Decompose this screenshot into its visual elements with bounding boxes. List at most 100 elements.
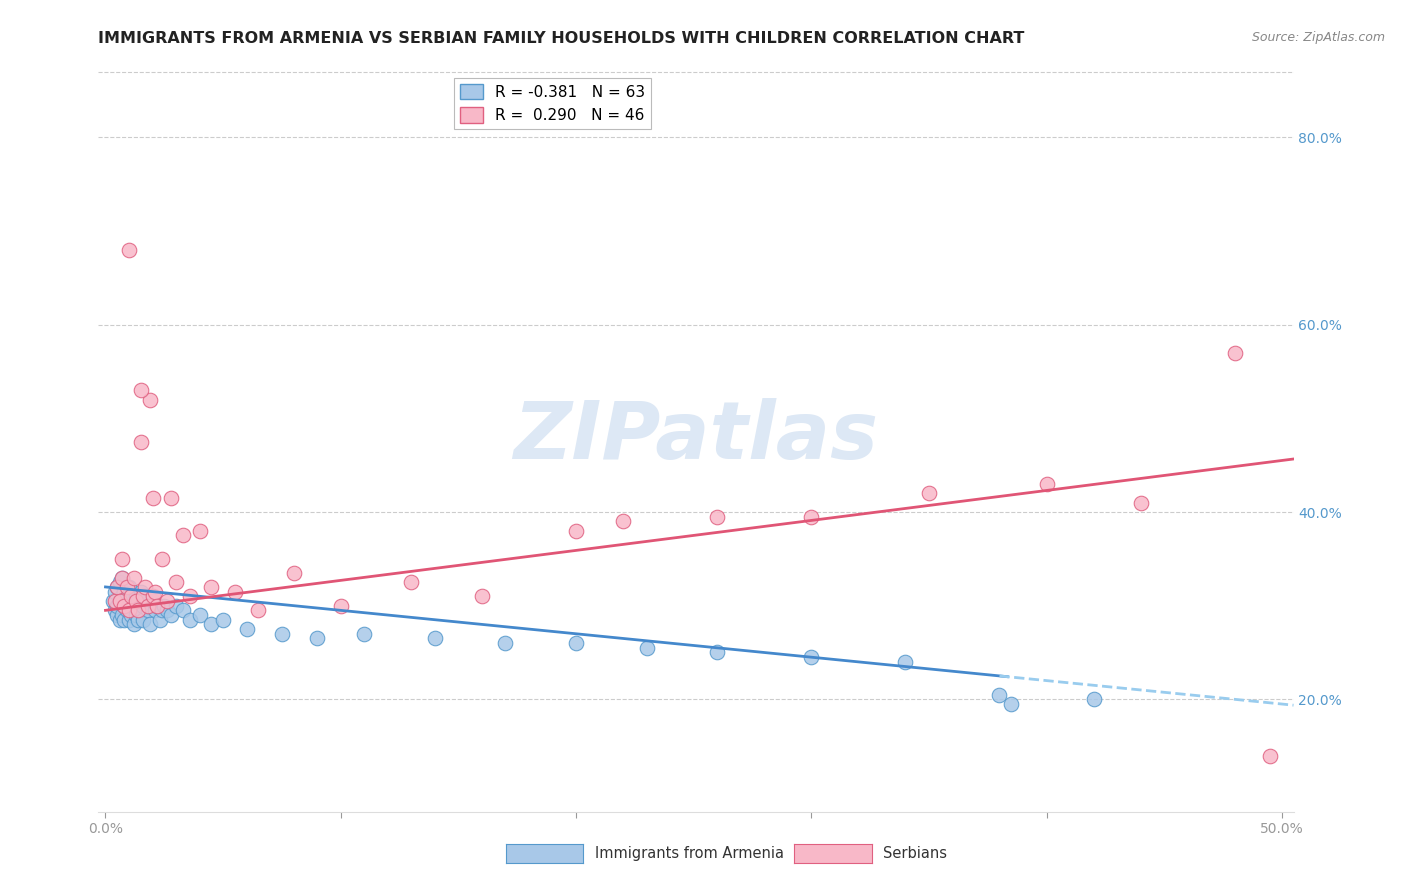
Point [111,571,134,585]
Text: ZIPatlas: ZIPatlas [513,398,879,476]
Point [160,608,183,623]
Point [565,636,588,650]
Point [706,509,728,524]
Text: Immigrants from Armenia: Immigrants from Armenia [595,847,783,861]
Point [235,622,257,636]
Point [132,599,155,613]
Point [172,603,194,617]
Point [132,589,155,603]
Point [179,589,201,603]
Point [118,243,141,257]
Point [565,524,588,538]
Point [125,594,148,608]
Legend: R = -0.381   N = 63, R =  0.290   N = 46: R = -0.381 N = 63, R = 0.290 N = 46 [454,78,651,129]
Point [141,491,163,505]
Point [1000,697,1022,711]
Point [247,603,270,617]
Point [118,603,141,617]
Point [129,434,152,449]
Point [212,613,235,627]
Point [150,603,173,617]
Point [200,617,222,632]
Point [800,509,823,524]
Point [141,594,163,608]
Point [112,599,135,613]
Point [111,608,134,623]
Point [108,575,131,590]
Point [127,613,149,627]
Point [101,594,124,608]
Point [1258,748,1281,763]
Point [104,594,127,608]
Point [132,613,155,627]
Point [141,589,163,603]
Point [988,688,1011,702]
Point [706,646,728,660]
Point [120,608,142,623]
Point [122,571,145,585]
Point [471,589,494,603]
Point [134,589,156,603]
Point [918,486,941,500]
Point [149,613,172,627]
Point [353,626,375,640]
Point [115,603,138,617]
Text: IMMIGRANTS FROM ARMENIA VS SERBIAN FAMILY HOUSEHOLDS WITH CHILDREN CORRELATION C: IMMIGRANTS FROM ARMENIA VS SERBIAN FAMIL… [98,31,1025,46]
Point [188,608,211,623]
Point [134,580,156,594]
Point [105,580,128,594]
Point [122,599,145,613]
Point [329,599,352,613]
Point [118,599,141,613]
Point [108,594,131,608]
Point [104,603,127,617]
Point [120,589,142,603]
Point [271,626,294,640]
Point [108,594,131,608]
Point [125,608,148,623]
Point [146,599,169,613]
Point [224,584,246,599]
Point [111,571,134,585]
Point [160,491,183,505]
Point [283,566,305,580]
Point [129,384,152,398]
Point [179,613,201,627]
Point [125,589,148,603]
Point [118,580,141,594]
Point [153,599,176,613]
Point [122,617,145,632]
Point [127,603,149,617]
Point [105,599,128,613]
Point [150,551,173,566]
Point [129,603,152,617]
Point [1129,496,1152,510]
Point [307,632,329,646]
Point [112,599,135,613]
Point [146,599,169,613]
Point [156,594,179,608]
Point [172,528,194,542]
Point [800,650,823,665]
Point [105,580,128,594]
Point [165,599,187,613]
Point [139,617,162,632]
Point [894,655,917,669]
Point [111,551,134,566]
Point [118,613,141,627]
Point [494,636,516,650]
Point [1223,345,1246,359]
Point [136,603,159,617]
Point [115,580,138,594]
Point [612,514,634,528]
Point [143,603,166,617]
Point [108,613,131,627]
Point [165,575,187,590]
Point [112,613,135,627]
Point [200,580,222,594]
Point [188,524,211,538]
Point [112,584,135,599]
Point [111,589,134,603]
Text: Serbians: Serbians [883,847,948,861]
Text: Source: ZipAtlas.com: Source: ZipAtlas.com [1251,31,1385,45]
